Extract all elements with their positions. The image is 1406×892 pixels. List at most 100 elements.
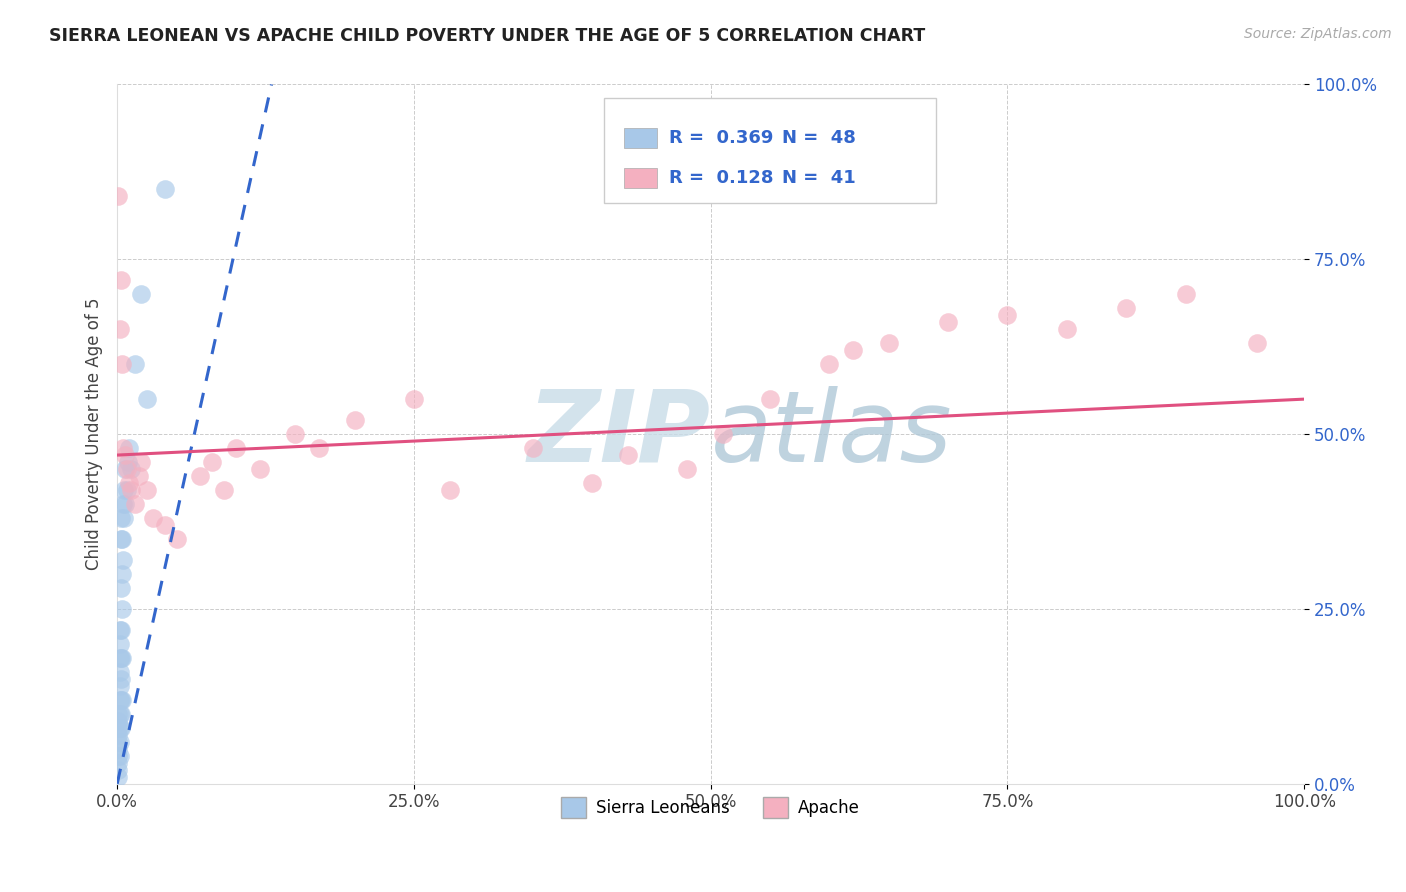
Point <box>112 441 135 455</box>
Point <box>284 427 307 442</box>
Point <box>114 448 136 462</box>
Point <box>108 748 131 763</box>
Point <box>110 651 132 665</box>
Point <box>115 462 138 476</box>
Point <box>118 441 141 455</box>
Point <box>135 392 157 406</box>
Point <box>308 441 330 455</box>
Point <box>108 322 131 336</box>
Point <box>1056 322 1078 336</box>
Point <box>616 448 638 462</box>
Point <box>111 693 134 707</box>
Point <box>118 476 141 491</box>
Point <box>128 469 150 483</box>
Point <box>711 427 734 442</box>
Point <box>112 511 135 525</box>
Point <box>107 728 129 742</box>
Point <box>120 462 142 476</box>
Point <box>936 315 959 329</box>
Point <box>108 693 131 707</box>
Point <box>153 182 176 196</box>
Point <box>212 483 235 497</box>
Point <box>112 497 135 511</box>
Point <box>108 706 131 721</box>
Point <box>107 748 129 763</box>
Point <box>107 770 129 784</box>
Point <box>124 497 146 511</box>
Point <box>108 637 131 651</box>
Point <box>110 672 132 686</box>
Text: N =  48: N = 48 <box>782 129 856 147</box>
Text: SIERRA LEONEAN VS APACHE CHILD POVERTY UNDER THE AGE OF 5 CORRELATION CHART: SIERRA LEONEAN VS APACHE CHILD POVERTY U… <box>49 27 925 45</box>
Point <box>108 651 131 665</box>
Point <box>111 602 134 616</box>
Point <box>110 721 132 735</box>
Point <box>439 483 461 497</box>
Point <box>581 476 603 491</box>
Point <box>107 721 129 735</box>
Text: Source: ZipAtlas.com: Source: ZipAtlas.com <box>1244 27 1392 41</box>
Point <box>108 623 131 637</box>
Point <box>877 336 900 351</box>
Point <box>120 483 142 497</box>
Text: R =  0.369: R = 0.369 <box>669 129 773 147</box>
Point <box>129 287 152 301</box>
Point <box>1115 301 1137 316</box>
Point <box>117 455 139 469</box>
Text: R =  0.128: R = 0.128 <box>669 169 773 187</box>
Y-axis label: Child Poverty Under the Age of 5: Child Poverty Under the Age of 5 <box>86 298 103 570</box>
Point <box>107 741 129 756</box>
Legend: Sierra Leoneans, Apache: Sierra Leoneans, Apache <box>554 790 868 824</box>
Point <box>201 455 224 469</box>
Point <box>111 651 134 665</box>
Point <box>129 455 152 469</box>
Point <box>114 462 136 476</box>
Point <box>135 483 157 497</box>
Point <box>107 735 129 749</box>
Point <box>997 308 1019 322</box>
Point <box>107 763 129 777</box>
Point <box>110 532 132 546</box>
Point <box>107 756 129 770</box>
Point <box>818 357 841 371</box>
Point <box>111 357 134 371</box>
Point <box>249 462 271 476</box>
Point <box>676 462 699 476</box>
Point <box>108 735 131 749</box>
Point <box>110 581 132 595</box>
Point <box>108 721 131 735</box>
FancyBboxPatch shape <box>624 169 657 188</box>
Point <box>115 483 138 497</box>
Point <box>110 273 132 287</box>
Point <box>110 693 132 707</box>
Point <box>110 706 132 721</box>
Point <box>107 714 129 728</box>
Point <box>188 469 211 483</box>
Point <box>111 532 134 546</box>
Point <box>1174 287 1197 301</box>
Point <box>111 566 134 581</box>
Point <box>1246 336 1268 351</box>
Point <box>166 532 188 546</box>
Point <box>225 441 247 455</box>
Point <box>108 679 131 693</box>
Point <box>343 413 366 427</box>
Point <box>842 343 865 358</box>
Text: ZIP: ZIP <box>527 385 710 483</box>
Text: atlas: atlas <box>710 385 952 483</box>
Point <box>153 518 176 533</box>
Point <box>110 511 132 525</box>
Point <box>142 511 165 525</box>
Point <box>107 706 129 721</box>
Point <box>124 357 146 371</box>
Point <box>402 392 425 406</box>
Text: N =  41: N = 41 <box>782 169 856 187</box>
FancyBboxPatch shape <box>624 128 657 148</box>
Point <box>114 497 136 511</box>
Point <box>522 441 544 455</box>
Point <box>112 483 135 497</box>
Point <box>759 392 782 406</box>
FancyBboxPatch shape <box>603 98 936 203</box>
Point <box>110 623 132 637</box>
Point <box>112 553 135 567</box>
